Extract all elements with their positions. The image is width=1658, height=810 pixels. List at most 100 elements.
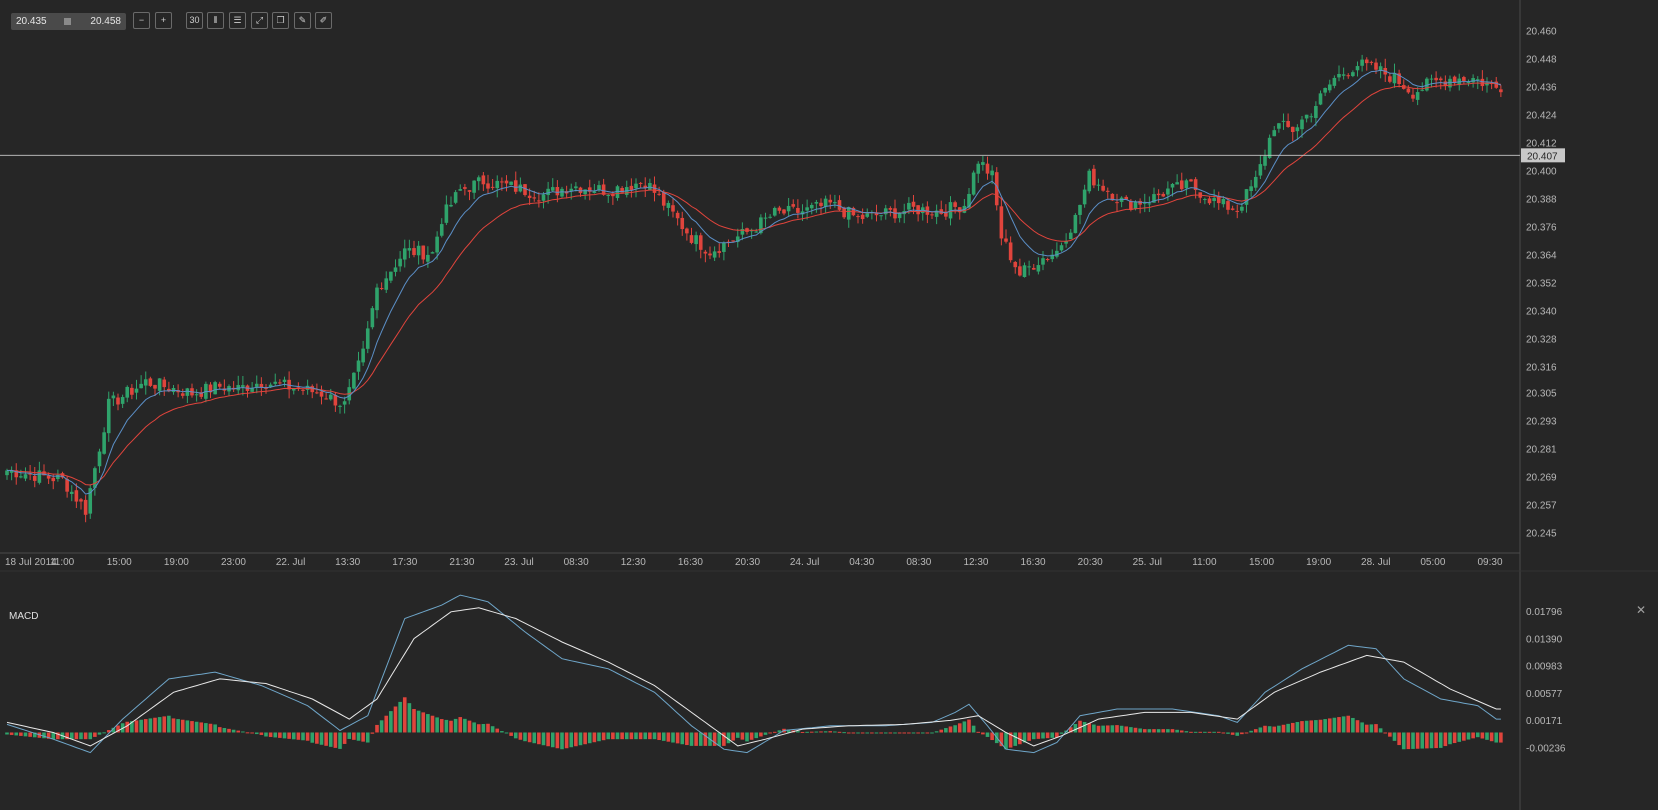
- toolbar: 20.435 20.458: [11, 12, 126, 30]
- candle-body: [879, 215, 883, 217]
- macd-histogram-bar: [634, 732, 638, 740]
- candle-body: [930, 214, 934, 216]
- candle-body: [389, 271, 393, 281]
- candle-body: [453, 192, 458, 203]
- timeframe-button[interactable]: 30: [186, 12, 203, 29]
- macd-histogram-bar: [365, 732, 370, 743]
- macd-histogram-bar: [689, 732, 694, 746]
- macd-histogram-bar: [1022, 732, 1027, 743]
- current-price-label: 20.407: [1527, 151, 1558, 162]
- candle-body: [819, 202, 823, 207]
- macd-histogram-bar: [1055, 732, 1059, 738]
- candle-body: [735, 236, 740, 242]
- macd-histogram-bar: [953, 725, 957, 733]
- candle-body: [1018, 266, 1022, 276]
- indicators-icon[interactable]: ☰: [229, 12, 246, 29]
- candle-body: [661, 192, 666, 206]
- macd-histogram-bar: [925, 732, 930, 734]
- macd-histogram-bar: [1110, 725, 1115, 733]
- macd-histogram-bar: [495, 728, 500, 733]
- macd-histogram-bar: [870, 732, 874, 734]
- macd-histogram-bar: [1147, 729, 1152, 733]
- macd-histogram-bar: [148, 718, 153, 733]
- layers-icon[interactable]: ❐: [272, 12, 289, 29]
- macd-histogram-bar: [1078, 720, 1082, 733]
- candle-body: [620, 187, 624, 193]
- macd-histogram-bar: [1457, 732, 1462, 742]
- candle-body: [527, 195, 532, 198]
- macd-histogram-bar: [800, 731, 805, 733]
- candle-body: [143, 379, 148, 386]
- macd-histogram-bar: [23, 732, 28, 737]
- candle-body: [722, 242, 726, 252]
- candle-body: [888, 208, 893, 210]
- macd-histogram-bar: [837, 731, 842, 733]
- macd-histogram-bar: [805, 731, 809, 733]
- candle-body: [897, 213, 902, 219]
- candle-body: [1216, 195, 1221, 204]
- candle-body: [712, 251, 717, 258]
- candle-body: [846, 207, 851, 220]
- macd-histogram-bar: [745, 732, 749, 742]
- time-tick-label: 05:00: [1420, 557, 1445, 568]
- candle-body: [1374, 62, 1378, 70]
- macd-histogram-bar: [948, 726, 953, 733]
- candle-body: [1429, 78, 1434, 80]
- zoom-out-icon[interactable]: −: [133, 12, 150, 29]
- candle-body: [185, 388, 190, 396]
- candle-body: [569, 188, 574, 192]
- macd-histogram-bar: [1415, 732, 1420, 749]
- candle-body: [809, 204, 814, 209]
- zoom-in-icon[interactable]: +: [155, 12, 172, 29]
- candle-body: [1475, 79, 1480, 81]
- macd-histogram-bar: [28, 732, 32, 737]
- macd-close-icon[interactable]: ✕: [1636, 603, 1646, 617]
- candle-body: [5, 470, 9, 476]
- ema-slow-line: [6, 82, 1501, 486]
- macd-histogram-bar: [125, 721, 130, 733]
- macd-axis: 0.01796 0.01390 0.00983 0.00577 0.00171 -0.00…: [1526, 607, 1566, 754]
- macd-histogram-bar: [1364, 724, 1369, 733]
- candle-body: [342, 401, 347, 405]
- macd-histogram-bar: [176, 719, 180, 733]
- candle-body: [791, 204, 796, 207]
- candle-body: [694, 235, 698, 245]
- candle-body: [948, 202, 953, 219]
- macd-histogram-bar: [143, 719, 148, 733]
- candle-body: [916, 205, 920, 215]
- macd-histogram-bar: [1170, 729, 1175, 733]
- candle-body: [518, 184, 523, 192]
- macd-histogram-bar: [222, 727, 227, 733]
- candles-icon[interactable]: ⫴: [207, 12, 224, 29]
- macd-histogram-bar: [1438, 732, 1443, 748]
- macd-histogram-bar: [467, 720, 472, 733]
- macd-histogram-bar: [65, 732, 69, 740]
- macd-histogram-bar: [171, 718, 176, 733]
- macd-histogram-bar: [763, 732, 768, 735]
- macd-histogram-bar: [1105, 725, 1110, 733]
- drawing-icon[interactable]: ⤢: [251, 12, 268, 29]
- macd-histogram-bar: [167, 715, 171, 733]
- macd-histogram-bar: [574, 732, 578, 747]
- price-tick-label: 20.388: [1526, 195, 1557, 206]
- candle-body: [537, 200, 541, 202]
- price-axis[interactable]: 20.460 20.448 20.436 20.424 20.412 20.400 20.3…: [1526, 27, 1557, 540]
- candle-body: [19, 476, 23, 478]
- macd-histogram-bar: [46, 732, 51, 739]
- candle-body: [1045, 259, 1050, 261]
- candle-body: [1193, 179, 1198, 191]
- time-tick-label: 16:30: [678, 557, 703, 568]
- visible-range-box[interactable]: 20.435 20.458: [11, 12, 126, 30]
- time-tick-label: 16:30: [1021, 557, 1046, 568]
- macd-histogram-bar: [291, 732, 296, 740]
- pencil-icon[interactable]: ✎: [294, 12, 311, 29]
- time-tick-label: 23:00: [221, 557, 246, 568]
- candle-body: [435, 236, 439, 253]
- macd-histogram-bar: [88, 732, 93, 740]
- candle-body: [777, 207, 782, 211]
- brush-icon[interactable]: ✐: [315, 12, 332, 29]
- candle-body: [97, 451, 102, 467]
- macd-histogram-bar: [217, 727, 222, 733]
